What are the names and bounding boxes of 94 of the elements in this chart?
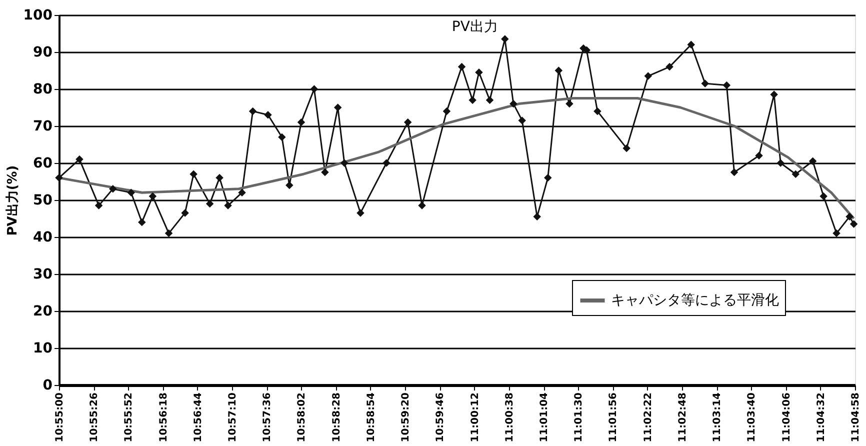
point xyxy=(94,202,103,210)
point xyxy=(594,107,602,116)
x-tick-label: 10:57:36 xyxy=(262,392,274,442)
annotation: PV出力 xyxy=(452,19,498,36)
x-tick-label: 10:58:28 xyxy=(331,392,342,442)
point xyxy=(566,100,574,108)
point xyxy=(554,66,563,74)
point xyxy=(666,62,674,71)
point xyxy=(475,68,483,76)
point xyxy=(224,202,232,210)
point xyxy=(808,157,817,166)
point xyxy=(148,192,157,200)
point xyxy=(622,144,630,152)
point xyxy=(138,218,146,226)
x-tick-label: 10:59:20 xyxy=(400,392,412,442)
point xyxy=(190,170,198,178)
point xyxy=(109,185,117,193)
x-tick-label: 10:58:54 xyxy=(366,392,377,442)
y-tick-label: 70 xyxy=(33,118,53,134)
point xyxy=(286,181,294,190)
x-tick-label: 11:01:30 xyxy=(574,392,585,442)
x-tick-label: 11:00:38 xyxy=(504,392,516,442)
point xyxy=(164,229,173,238)
point xyxy=(722,81,731,90)
point xyxy=(770,90,778,98)
x-tick-label: 11:02:22 xyxy=(642,392,654,442)
x-tick-label: 10:56:18 xyxy=(158,392,170,442)
x-tick-label: 11:02:48 xyxy=(677,392,688,442)
y-axis-title: PV出力(%) xyxy=(5,165,20,236)
point xyxy=(820,192,828,200)
y-tick-label: 30 xyxy=(33,266,53,282)
x-tick-label: 11:04:32 xyxy=(816,392,827,442)
point xyxy=(278,133,286,141)
point xyxy=(334,104,342,112)
point xyxy=(533,212,541,221)
point xyxy=(216,174,224,182)
x-tick-label: 10:56:44 xyxy=(192,392,204,442)
x-tick-label: 11:04:06 xyxy=(781,392,792,442)
point xyxy=(340,159,348,167)
point xyxy=(321,168,329,176)
point xyxy=(76,155,84,164)
point xyxy=(418,202,426,210)
point xyxy=(310,85,318,93)
point xyxy=(206,200,214,208)
x-tick-label: 10:55:00 xyxy=(54,392,66,442)
x-tick-label: 10:59:46 xyxy=(435,392,446,442)
y-tick-label: 20 xyxy=(33,304,53,320)
point xyxy=(687,40,695,48)
point xyxy=(832,229,840,238)
x-tick-label: 11:03:40 xyxy=(746,392,758,442)
x-tick-label: 11:04:58 xyxy=(850,392,862,442)
x-tick-label: 10:55:26 xyxy=(89,392,100,442)
point xyxy=(510,100,518,108)
point xyxy=(518,116,526,124)
x-tick-label: 11:03:14 xyxy=(712,392,724,442)
y-tick-label: 60 xyxy=(33,156,53,172)
point xyxy=(458,62,466,71)
point xyxy=(181,209,189,217)
point xyxy=(755,152,763,160)
y-tick-label: 80 xyxy=(33,82,53,98)
y-tick-label: 100 xyxy=(23,8,53,24)
x-tick-label: 10:57:10 xyxy=(228,392,239,442)
y-tick-label: 50 xyxy=(33,192,53,208)
x-tick-label: 11:00:12 xyxy=(470,392,481,442)
y-tick-label: 0 xyxy=(42,378,53,394)
point xyxy=(776,159,784,167)
point xyxy=(55,174,63,182)
point xyxy=(846,212,854,221)
point xyxy=(356,209,364,217)
point xyxy=(501,35,509,43)
point xyxy=(644,72,652,80)
point xyxy=(486,96,494,104)
point xyxy=(730,168,738,176)
point xyxy=(544,174,552,182)
point xyxy=(701,80,709,88)
x-tick-label: 11:01:56 xyxy=(608,392,620,442)
y-tick-label: 10 xyxy=(33,340,53,356)
y-tick-label: 40 xyxy=(33,230,53,246)
point xyxy=(404,118,412,126)
legend-label: キャパシタ等による平滑化 xyxy=(611,292,779,308)
x-tick-label: 11:01:04 xyxy=(539,392,550,442)
x-tick-label: 10:58:02 xyxy=(296,392,308,442)
point xyxy=(264,111,272,119)
point xyxy=(127,188,135,196)
y-tick-label: 90 xyxy=(33,44,53,60)
point xyxy=(792,170,800,178)
point xyxy=(850,220,858,228)
point xyxy=(442,107,451,116)
point xyxy=(468,96,476,104)
point xyxy=(382,159,390,167)
point xyxy=(238,188,246,196)
point xyxy=(297,118,306,126)
point xyxy=(248,107,257,116)
x-tick-label: 10:55:52 xyxy=(124,392,135,442)
